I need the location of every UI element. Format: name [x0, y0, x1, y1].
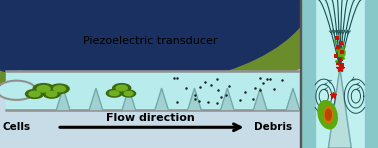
- Circle shape: [0, 0, 361, 110]
- Polygon shape: [254, 88, 267, 110]
- Polygon shape: [287, 88, 300, 110]
- Circle shape: [46, 91, 57, 96]
- Text: Piezoelectric transducer: Piezoelectric transducer: [83, 36, 217, 46]
- Circle shape: [26, 90, 43, 98]
- Text: Debris: Debris: [254, 122, 293, 132]
- Polygon shape: [155, 88, 168, 110]
- Circle shape: [50, 84, 69, 94]
- Circle shape: [122, 90, 136, 97]
- Circle shape: [124, 91, 133, 96]
- Ellipse shape: [318, 101, 337, 128]
- Text: Cells: Cells: [3, 122, 31, 132]
- Circle shape: [33, 84, 54, 94]
- Circle shape: [113, 84, 131, 92]
- Circle shape: [0, 81, 36, 100]
- Polygon shape: [188, 88, 201, 110]
- Polygon shape: [122, 88, 135, 110]
- Circle shape: [106, 89, 122, 97]
- Circle shape: [54, 86, 65, 92]
- Ellipse shape: [338, 49, 345, 58]
- Circle shape: [43, 90, 60, 98]
- Circle shape: [109, 91, 119, 96]
- Circle shape: [325, 109, 331, 120]
- Polygon shape: [328, 68, 351, 148]
- Circle shape: [29, 91, 40, 97]
- Text: Flow direction: Flow direction: [106, 113, 195, 123]
- Polygon shape: [221, 88, 234, 110]
- Polygon shape: [89, 88, 102, 110]
- Circle shape: [116, 85, 127, 91]
- Bar: [315, 0, 365, 148]
- Polygon shape: [56, 88, 70, 110]
- Bar: [365, 0, 378, 148]
- Circle shape: [324, 106, 333, 123]
- Circle shape: [37, 86, 50, 92]
- Bar: [302, 0, 315, 148]
- Bar: [6, 71, 297, 110]
- Circle shape: [0, 0, 316, 87]
- Bar: [17, 71, 23, 110]
